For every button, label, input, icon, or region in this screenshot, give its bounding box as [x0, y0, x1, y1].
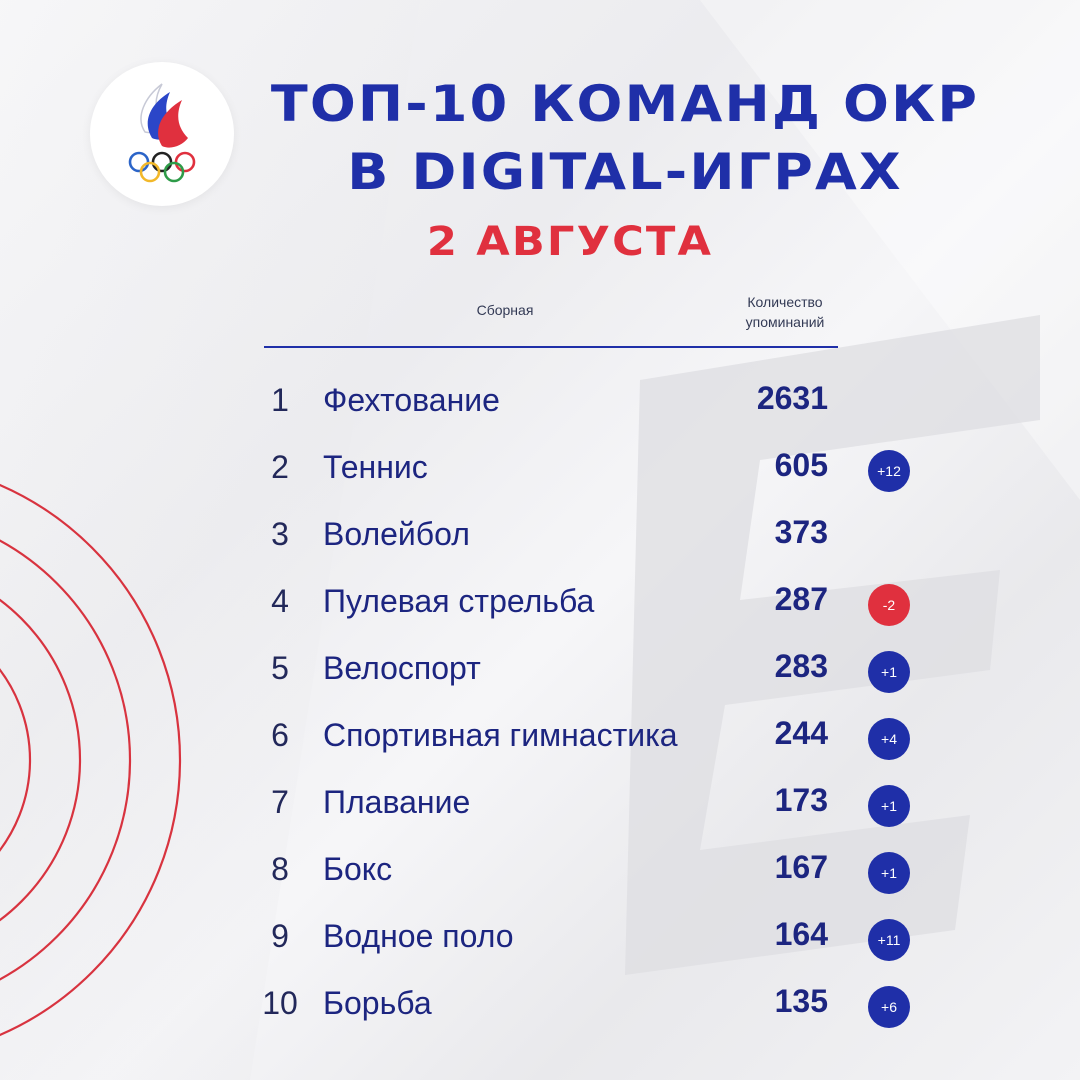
row-team-name: Волейбол — [323, 516, 470, 552]
rank-change-badge: -2 — [868, 584, 910, 626]
rank-change-badge: +1 — [868, 785, 910, 827]
row-rank: 10 — [262, 985, 298, 1021]
decor-arcs-icon — [0, 483, 182, 1037]
table-row: 8 Бокс 167 +1 — [0, 841, 1080, 901]
row-team-name: Плавание — [323, 784, 471, 820]
rank-change-badge: +6 — [868, 986, 910, 1028]
table-row: 1 Фехтование 2631 — [0, 372, 1080, 432]
table-row: 2 Теннис 605 +12 — [0, 439, 1080, 499]
column-header-count-line2: упоминаний — [745, 314, 825, 330]
table-row: 5 Велоспорт 283 +1 — [0, 640, 1080, 700]
row-mention-count: 605 — [774, 447, 828, 483]
row-rank: 5 — [271, 650, 289, 686]
row-team-name: Бокс — [323, 851, 393, 887]
row-rank: 1 — [271, 382, 289, 418]
row-mention-count: 287 — [774, 581, 828, 617]
row-mention-count: 135 — [774, 983, 828, 1019]
title-line-2: В DIGITAL-ИГРАХ — [347, 143, 903, 201]
row-team-name: Борьба — [323, 985, 432, 1021]
rank-change-badge: +12 — [868, 450, 910, 492]
watermark-icon — [625, 315, 1040, 975]
title-line-1: ТОП-10 КОМАНД ОКР — [270, 75, 980, 133]
rank-change-badge: +1 — [868, 651, 910, 693]
row-rank: 6 — [271, 717, 289, 753]
column-header-count: Количество упоминаний — [720, 292, 850, 332]
column-header-team: Сборная — [476, 302, 534, 318]
column-header-count-line1: Количество — [747, 294, 823, 310]
row-rank: 4 — [271, 583, 289, 619]
row-rank: 8 — [271, 851, 289, 887]
rank-change-badge: +1 — [868, 852, 910, 894]
table-row: 9 Водное поло 164 +11 — [0, 908, 1080, 968]
row-rank: 2 — [271, 449, 289, 485]
row-rank: 9 — [271, 918, 289, 954]
date-subtitle: 2 АВГУСТА — [426, 219, 714, 265]
table-row: 7 Плавание 173 +1 — [0, 774, 1080, 834]
table-row: 10 Борьба 135 +6 — [0, 975, 1080, 1035]
rank-change-badge: +11 — [868, 919, 910, 961]
table-row: 3 Волейбол 373 — [0, 506, 1080, 566]
row-rank: 7 — [271, 784, 289, 820]
row-team-name: Фехтование — [323, 382, 500, 418]
table-row: 4 Пулевая стрельба 287 -2 — [0, 573, 1080, 633]
table-row: 6 Спортивная гимнастика 244 +4 — [0, 707, 1080, 767]
row-mention-count: 2631 — [756, 380, 828, 416]
row-team-name: Пулевая стрельба — [323, 583, 595, 619]
roc-logo — [90, 62, 234, 206]
row-mention-count: 167 — [774, 849, 828, 885]
row-mention-count: 244 — [774, 715, 828, 751]
row-mention-count: 173 — [774, 782, 828, 818]
row-mention-count: 373 — [774, 514, 828, 550]
row-mention-count: 283 — [774, 648, 828, 684]
header-divider — [264, 346, 838, 348]
row-rank: 3 — [271, 516, 289, 552]
row-team-name: Теннис — [323, 449, 428, 485]
row-mention-count: 164 — [774, 916, 828, 952]
roc-logo-icon — [128, 83, 196, 183]
row-team-name: Водное поло — [323, 918, 514, 954]
row-team-name: Спортивная гимнастика — [323, 717, 678, 753]
rank-change-badge: +4 — [868, 718, 910, 760]
row-team-name: Велоспорт — [323, 650, 481, 686]
